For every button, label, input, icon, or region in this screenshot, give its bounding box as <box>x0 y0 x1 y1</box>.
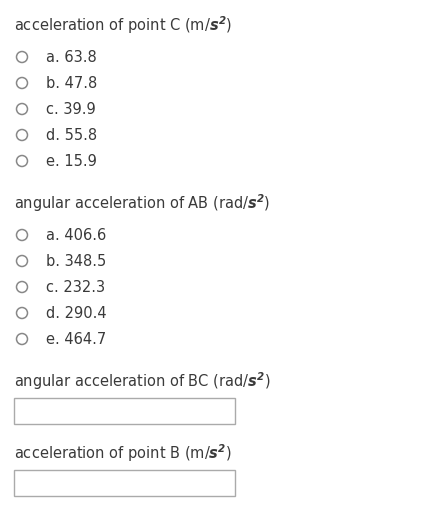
Text: angular acceleration of BC (rad/$\bfit{s}^2$): angular acceleration of BC (rad/$\bfit{s… <box>14 370 271 392</box>
Text: acceleration of point C (m/$\bfit{s}^2$): acceleration of point C (m/$\bfit{s}^2$) <box>14 14 232 36</box>
Text: e. 15.9: e. 15.9 <box>46 153 97 169</box>
Text: e. 464.7: e. 464.7 <box>46 331 106 347</box>
Text: acceleration of point B (m/$\bfit{s}^2$): acceleration of point B (m/$\bfit{s}^2$) <box>14 442 232 464</box>
Text: b. 47.8: b. 47.8 <box>46 75 97 90</box>
Bar <box>14 398 235 424</box>
Text: c. 39.9: c. 39.9 <box>46 102 96 117</box>
Text: d. 55.8: d. 55.8 <box>46 127 97 142</box>
Text: b. 348.5: b. 348.5 <box>46 253 106 268</box>
Text: c. 232.3: c. 232.3 <box>46 280 105 295</box>
Text: a. 406.6: a. 406.6 <box>46 228 106 243</box>
Bar <box>14 470 235 496</box>
Text: a. 63.8: a. 63.8 <box>46 50 97 64</box>
Text: d. 290.4: d. 290.4 <box>46 305 106 320</box>
Text: angular acceleration of AB (rad/$\bfit{s}^2$): angular acceleration of AB (rad/$\bfit{s… <box>14 192 271 214</box>
